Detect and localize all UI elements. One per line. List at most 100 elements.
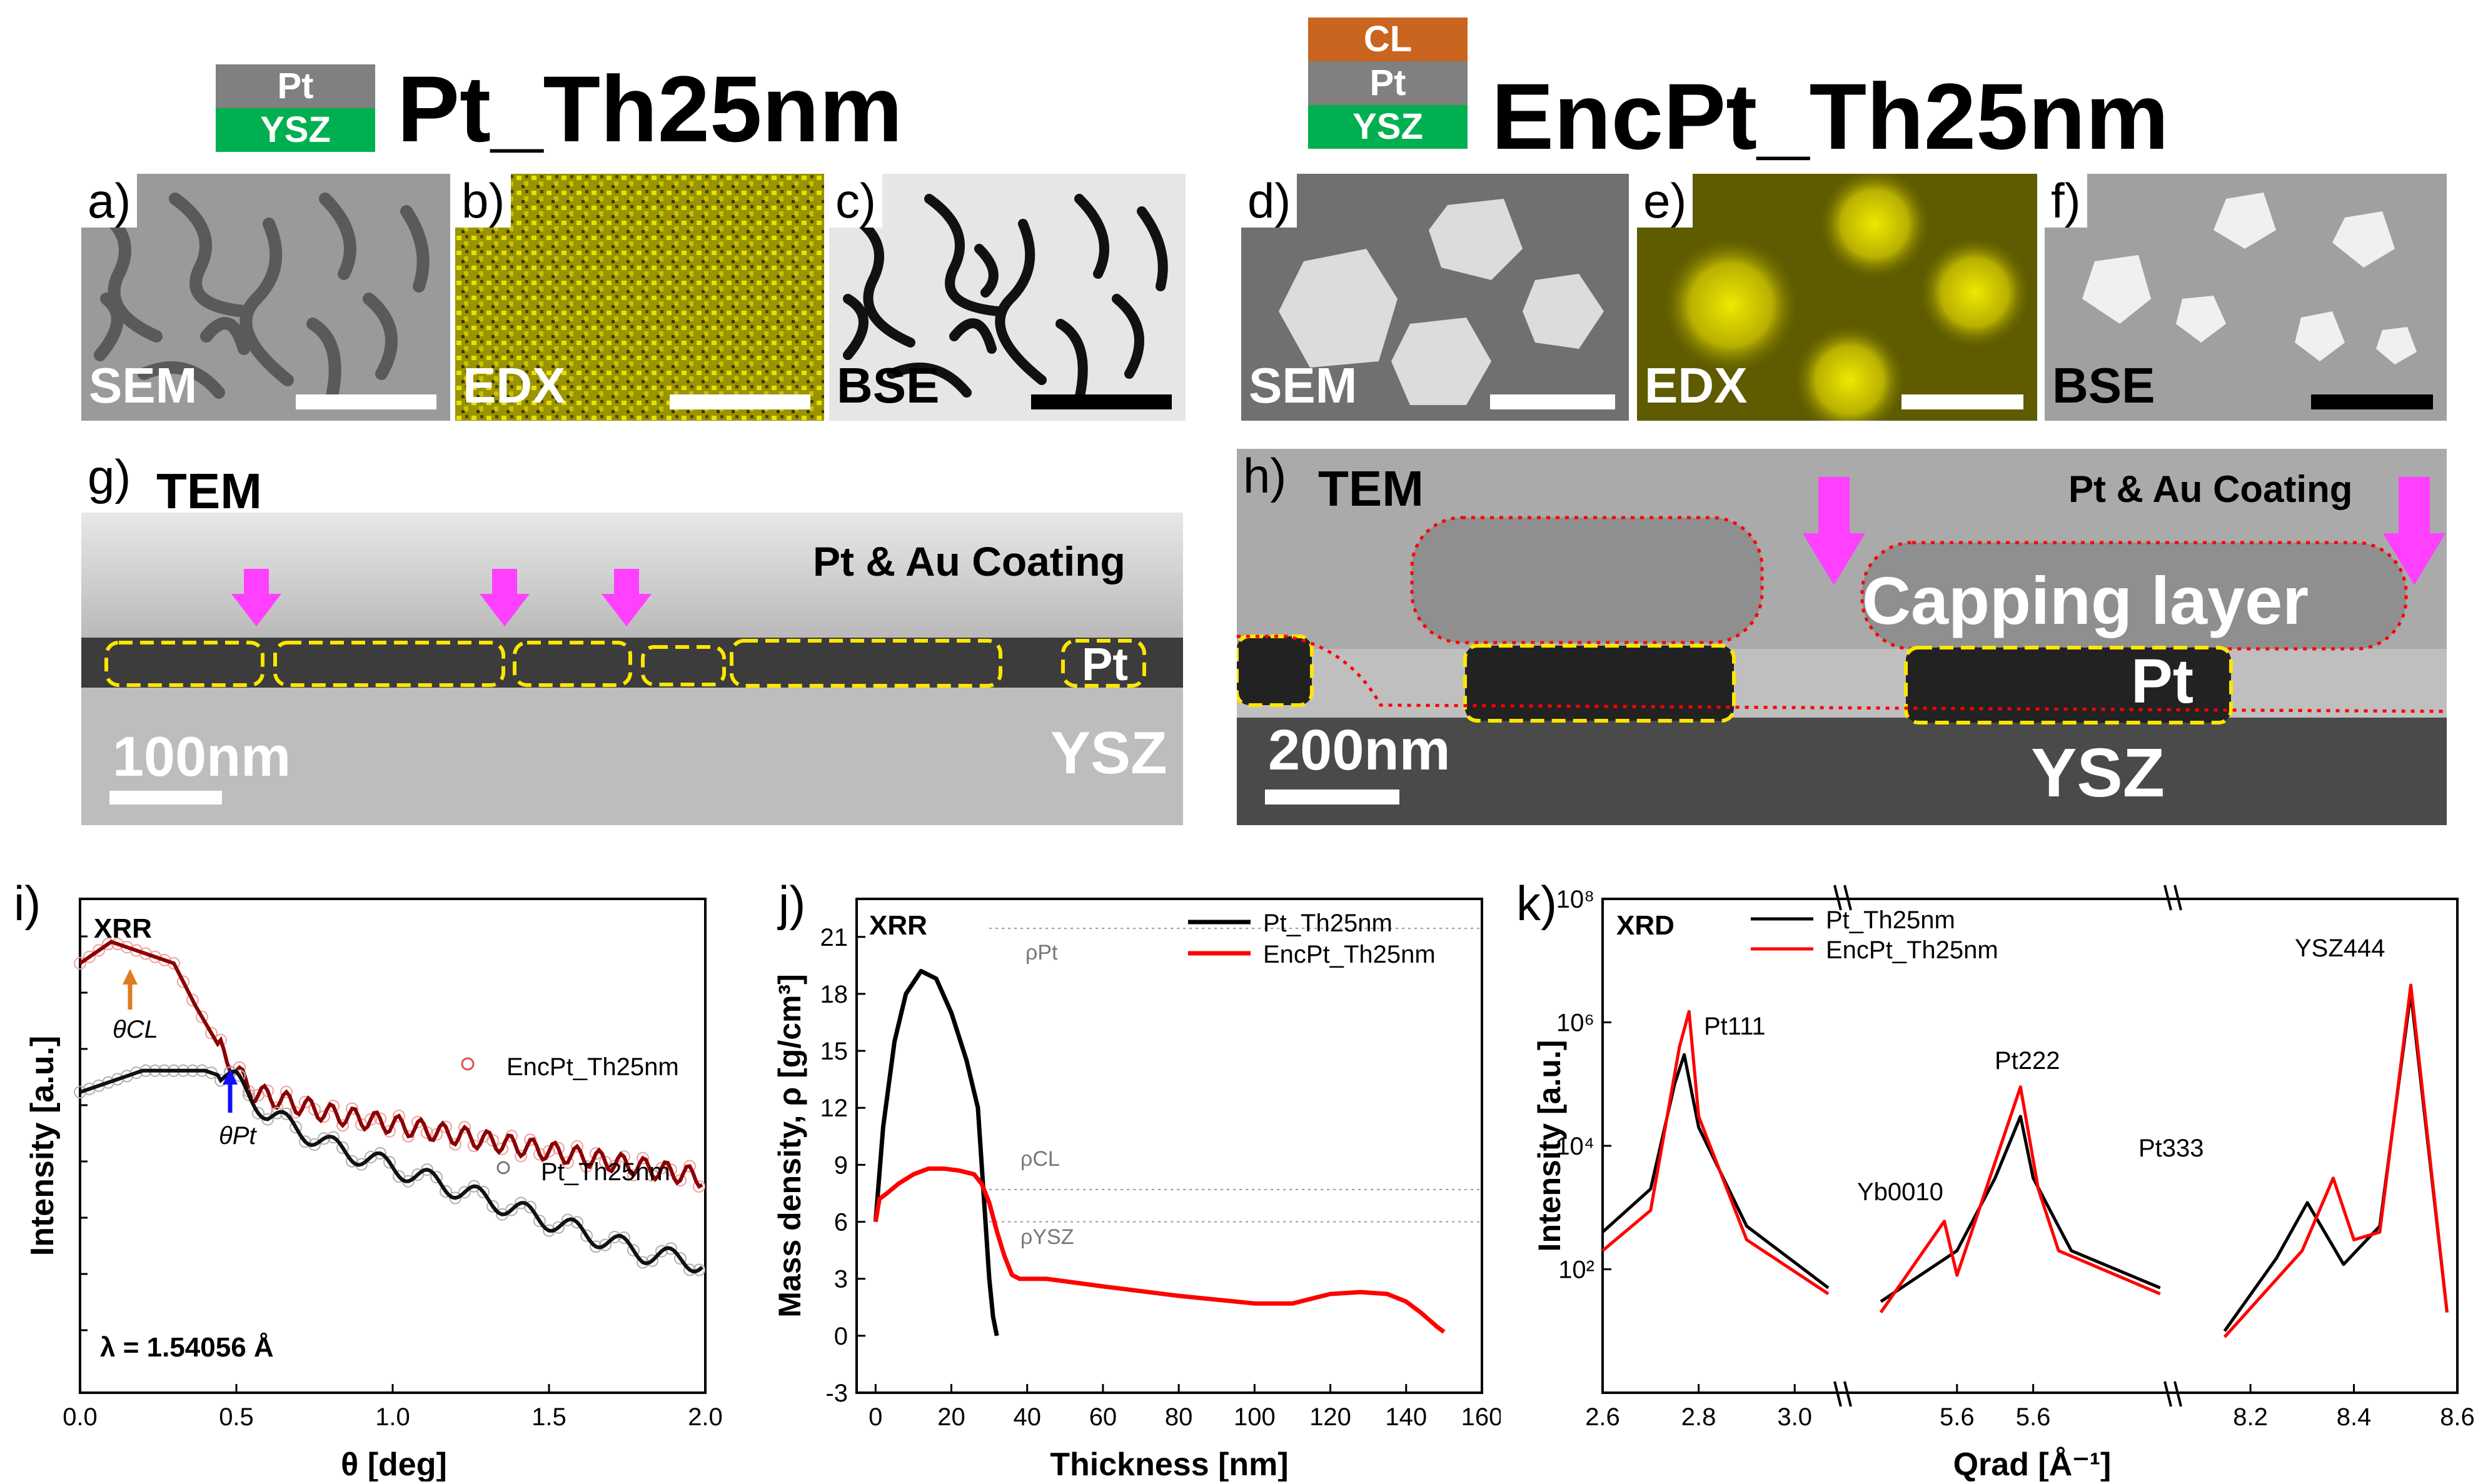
panel-a-sem: a) SEM bbox=[81, 174, 450, 421]
data-point bbox=[627, 1168, 640, 1181]
chart-k-xrd: XRD Qrad [Å⁻¹] Intensity [a.u.] 2.6 2.8 3.… bbox=[1532, 885, 2475, 1481]
x-tick-label: 60 bbox=[1089, 1403, 1117, 1431]
scale-bar bbox=[296, 394, 436, 409]
data-point bbox=[458, 1121, 471, 1134]
right-title: EncPt_Th25nm bbox=[1491, 64, 2169, 169]
right-stack-pt: Pt bbox=[1308, 61, 1468, 105]
panel-h-capping: Capping layer bbox=[1862, 563, 2309, 638]
chart-k-legend-pt: Pt_Th25nm bbox=[1826, 906, 1955, 934]
x-tick-label: 3.0 bbox=[1777, 1403, 1812, 1431]
panel-b-edx: b) EDX bbox=[455, 174, 824, 421]
data-point bbox=[430, 1171, 443, 1184]
data-point bbox=[543, 1145, 555, 1158]
y-tick-label: 0 bbox=[834, 1323, 848, 1350]
y-tick-label: 10⁶ bbox=[1556, 1010, 1594, 1037]
series-line bbox=[1880, 1115, 2161, 1303]
data-point bbox=[336, 1141, 349, 1155]
series-line bbox=[79, 940, 703, 1189]
scale-bar bbox=[1031, 394, 1172, 409]
chart-i-lambda: λ = 1.54056 Å bbox=[100, 1332, 274, 1363]
panel-g-coating: Pt & Au Coating bbox=[813, 538, 1126, 584]
right-stack-ysz: YSZ bbox=[1308, 105, 1468, 149]
data-point bbox=[186, 993, 199, 1006]
chart-i-label: i) bbox=[14, 876, 41, 931]
x-tick-label: 100 bbox=[1234, 1403, 1276, 1431]
data-point bbox=[393, 1110, 405, 1123]
data-point bbox=[421, 1126, 433, 1139]
data-point bbox=[233, 1069, 246, 1082]
data-point bbox=[486, 1134, 499, 1147]
chart-k-peak-pt111: Pt111 bbox=[1704, 1013, 1766, 1040]
chart-k-peak-pt333: Pt333 bbox=[2138, 1135, 2204, 1162]
chart-j-label: j) bbox=[778, 876, 806, 931]
panel-a-tag: SEM bbox=[89, 358, 198, 413]
panel-f-label: f) bbox=[2045, 174, 2087, 228]
data-point bbox=[299, 1135, 311, 1148]
axis-break-marks bbox=[1833, 885, 2182, 1407]
chart-i-title: XRR bbox=[94, 913, 152, 944]
chart-k-peak-yb0010: Yb0010 bbox=[1857, 1178, 1943, 1206]
data-point bbox=[533, 1148, 546, 1161]
y-tick-label: 18 bbox=[820, 981, 849, 1008]
data-point bbox=[655, 1161, 668, 1175]
chart-j-legend-encpt: EncPt_Th25nm bbox=[1263, 941, 1436, 968]
data-point bbox=[346, 1102, 358, 1115]
chart-j-rho-ysz: ρYSZ bbox=[1020, 1225, 1074, 1249]
theta-pt-arrow bbox=[223, 1069, 238, 1113]
panel-h-label: h) bbox=[1243, 449, 1287, 503]
data-point bbox=[674, 1252, 687, 1265]
panel-d-tag: SEM bbox=[1249, 358, 1357, 413]
chart-i-theta-pt: θPt bbox=[219, 1122, 257, 1150]
chart-j-rho-cl: ρCL bbox=[1020, 1147, 1060, 1171]
chart-j-title: XRR bbox=[869, 910, 927, 941]
x-tick-label: 8.4 bbox=[2337, 1403, 2372, 1431]
data-point bbox=[280, 1085, 293, 1098]
x-tick-label: 0.5 bbox=[219, 1403, 254, 1431]
data-point bbox=[505, 1203, 518, 1216]
y-tick-label: 10⁸ bbox=[1556, 886, 1594, 913]
data-point bbox=[280, 1107, 293, 1120]
scale-bar bbox=[670, 394, 810, 409]
data-point bbox=[552, 1221, 565, 1234]
chart-i-legend-encpt: EncPt_Th25nm bbox=[506, 1053, 679, 1081]
y-tick-label: 10⁴ bbox=[1556, 1133, 1594, 1160]
data-point bbox=[580, 1160, 593, 1173]
y-tick-label: 21 bbox=[820, 924, 849, 951]
x-tick-label: 20 bbox=[937, 1403, 965, 1431]
chart-j-rho-pt: ρPt bbox=[1025, 941, 1058, 965]
chart-k-peak-ysz444: YSZ444 bbox=[2295, 935, 2385, 962]
x-tick-label: 120 bbox=[1309, 1403, 1351, 1431]
x-tick-label: 160 bbox=[1461, 1403, 1501, 1431]
data-point bbox=[365, 1113, 377, 1126]
x-tick-label: 140 bbox=[1385, 1403, 1427, 1431]
panel-d-sem: d) SEM bbox=[1241, 174, 1629, 421]
data-point bbox=[515, 1150, 527, 1163]
chart-k-label: k) bbox=[1516, 876, 1557, 931]
data-point bbox=[655, 1245, 668, 1258]
y-tick-label: 10² bbox=[1558, 1256, 1594, 1284]
panel-f-bse: f) BSE bbox=[2045, 174, 2447, 421]
scale-bar bbox=[1490, 394, 1615, 409]
panel-g-ysz: YSZ bbox=[1050, 719, 1167, 786]
panel-g-pt: Pt bbox=[1082, 638, 1128, 690]
left-stack-ysz: YSZ bbox=[216, 108, 375, 152]
x-tick-label: 2.8 bbox=[1681, 1403, 1716, 1431]
x-tick-label: 80 bbox=[1165, 1403, 1193, 1431]
y-tick-label: 9 bbox=[834, 1151, 848, 1179]
x-tick-label: 1.0 bbox=[375, 1403, 410, 1431]
data-point bbox=[627, 1244, 640, 1257]
panel-h-ysz: YSZ bbox=[2031, 734, 2165, 811]
data-point bbox=[524, 1133, 536, 1146]
chart-i-xlabel: θ [deg] bbox=[341, 1446, 447, 1481]
legend-marker-encpt bbox=[461, 1057, 475, 1071]
series-line bbox=[873, 968, 999, 1336]
panel-e-edx: e) EDX bbox=[1637, 174, 2037, 421]
panel-c-label: c) bbox=[829, 174, 882, 228]
x-tick-label: 2.6 bbox=[1585, 1403, 1620, 1431]
data-point bbox=[449, 1138, 461, 1151]
theta-cl-arrow bbox=[123, 969, 138, 1010]
panel-c-tag: BSE bbox=[837, 358, 940, 413]
panel-g-scale: 100nm bbox=[113, 726, 291, 788]
panel-h-tem: h) TEM Pt & Au Coating Capping layer Pt … bbox=[1237, 449, 2447, 825]
data-point bbox=[580, 1229, 593, 1242]
